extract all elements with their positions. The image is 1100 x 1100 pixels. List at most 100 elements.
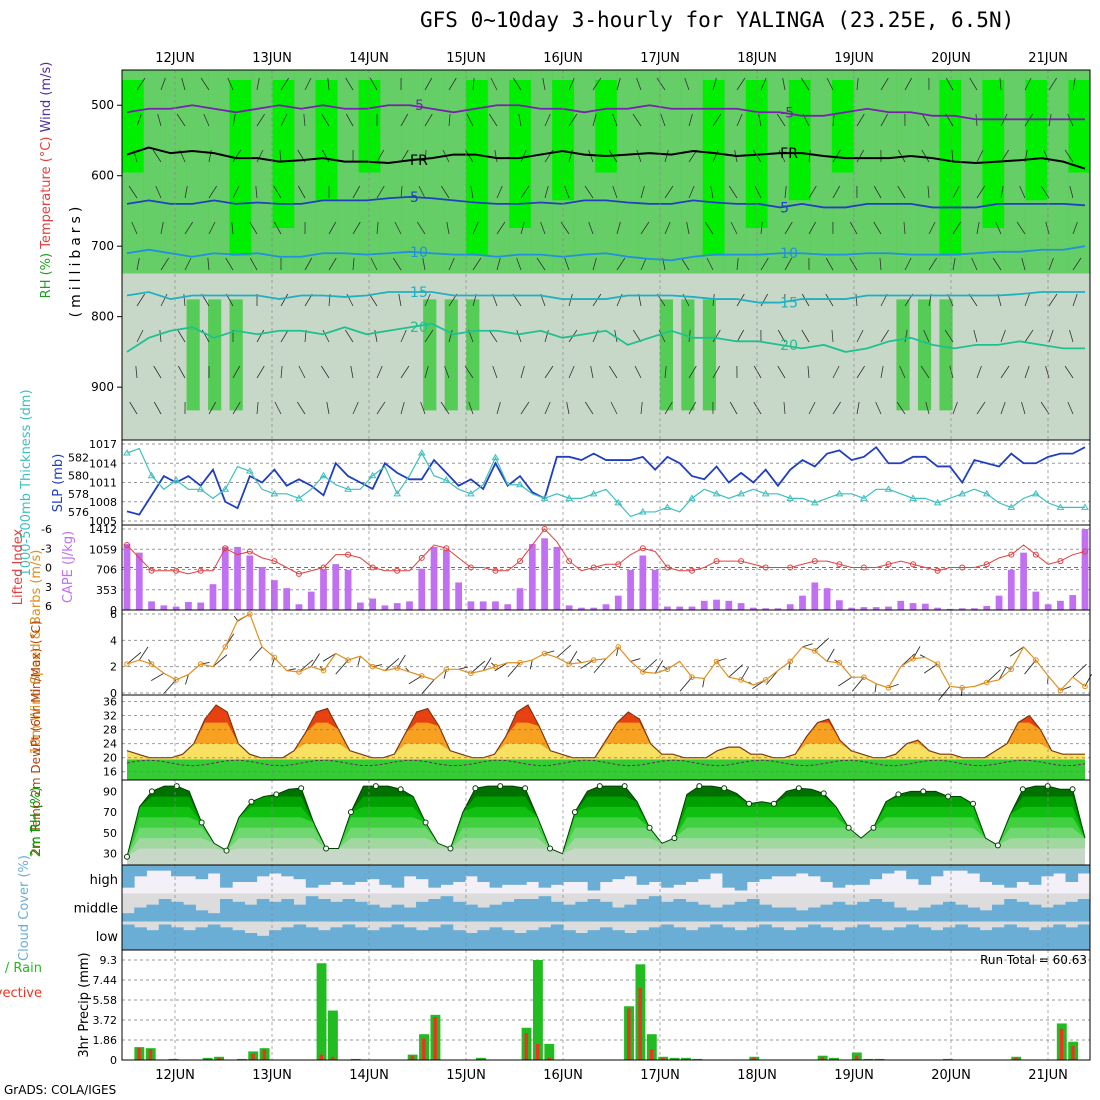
wind-barb	[945, 77, 954, 91]
cloud-bar	[416, 901, 429, 922]
wind-speed-point	[811, 648, 818, 654]
precip-convective-bar	[1014, 1057, 1018, 1060]
precip-convective-bar	[752, 1057, 756, 1060]
wind-speed-point	[664, 666, 671, 673]
cape-bar	[295, 604, 303, 610]
wind-barb	[754, 185, 762, 199]
thickness-line	[126, 447, 1085, 518]
y-tick-label: 30	[103, 848, 117, 861]
rh-band-high	[831, 80, 854, 173]
cloud-bar	[171, 927, 184, 950]
wind-barb	[923, 329, 930, 343]
wind-barb	[345, 329, 354, 343]
cloud-bar	[906, 865, 919, 880]
wind-barb	[664, 185, 674, 199]
wind-barb	[529, 659, 533, 670]
wind-barb	[321, 365, 330, 379]
wind-barb	[372, 664, 382, 668]
wind-barb	[784, 185, 787, 199]
cloud-bar	[832, 901, 846, 922]
wind-barb	[465, 149, 474, 163]
wind-barb	[279, 149, 282, 163]
cape-bar	[553, 546, 561, 610]
wind-barb	[352, 221, 361, 235]
wind-barb	[680, 257, 690, 271]
wind-barb	[971, 257, 978, 271]
wind-speed-point	[222, 644, 229, 650]
wind-barb	[616, 257, 626, 271]
wind-barb	[231, 221, 234, 235]
wind-barb	[712, 149, 719, 163]
wind-barb	[832, 365, 840, 379]
wind-barb	[297, 185, 306, 199]
x-tick-label-top: 18JUN	[737, 51, 777, 66]
cloud-bar	[918, 865, 932, 885]
wind-barb	[888, 683, 899, 689]
cape-bar	[664, 606, 671, 610]
rh-point	[1069, 786, 1076, 793]
lifted-index-point	[197, 567, 204, 574]
wind-barb	[327, 77, 330, 91]
cloud-bar	[636, 899, 650, 922]
wind-barb	[136, 293, 146, 307]
wind-barb	[376, 401, 386, 415]
cloud-bar	[1040, 865, 1054, 877]
cloud-bar	[599, 901, 613, 922]
wind-barb	[520, 365, 525, 379]
cloud-bar	[134, 927, 147, 950]
wind-barb	[184, 185, 188, 199]
cloud-bar	[1053, 924, 1066, 950]
lifted-index-point	[1032, 551, 1039, 558]
wind-barb	[592, 77, 602, 91]
precip-total-bar	[350, 1058, 361, 1060]
cape-bar	[492, 601, 499, 610]
cloud-bar	[1065, 901, 1079, 922]
cloud-bar	[207, 865, 221, 874]
wind-speed-point	[271, 654, 278, 661]
rh-point	[596, 783, 603, 790]
wind-speed-point	[738, 677, 744, 683]
cloud-bar	[195, 865, 209, 880]
wind-barb	[784, 221, 793, 235]
cloud-bar	[648, 865, 662, 882]
rh-point	[1019, 786, 1026, 793]
wind-barb	[660, 113, 666, 127]
precip-total-bar	[863, 1058, 874, 1060]
x-tick-label-top: 12JUN	[155, 51, 195, 66]
cloud-bar	[661, 901, 674, 922]
x-tick-label-bottom: 20JUN	[931, 1068, 971, 1083]
wind-barb	[280, 77, 290, 91]
wind-barb	[544, 650, 555, 654]
wind-speed-point	[689, 674, 695, 681]
cloud-bar	[207, 924, 221, 950]
profile-panel: -5 -5 FR FR 5 5 10 10 15 15 20 20 500 600 700 800 900 (mi…	[39, 62, 1091, 440]
y-tick-label: 50	[103, 827, 117, 840]
wind-barb	[825, 293, 834, 307]
thickness-point	[909, 494, 917, 501]
wind-barb	[256, 329, 265, 343]
y-tick-label: 3	[45, 581, 52, 594]
cloud-bar	[428, 865, 441, 888]
wind-barb	[897, 185, 906, 199]
wind-barb	[155, 185, 162, 199]
cloud-bar	[795, 910, 809, 922]
cloud-bar	[967, 865, 981, 874]
wind-barb	[616, 221, 621, 235]
wind-barb	[976, 221, 980, 235]
cloud-bar	[183, 930, 196, 950]
cloud-bar	[514, 899, 527, 922]
cape-bar	[737, 603, 745, 610]
cloud-bar	[305, 865, 319, 888]
wind-barb	[1024, 329, 1034, 343]
wind-barb	[1048, 257, 1054, 271]
wind-barb	[662, 665, 668, 670]
cape-bar	[995, 595, 1003, 610]
rh-band-low	[939, 299, 953, 411]
rh-point	[273, 791, 280, 798]
rh-point	[397, 786, 404, 793]
wind-barb	[584, 185, 594, 199]
wind-barb	[710, 185, 714, 199]
wind-barb	[256, 149, 264, 163]
cape-bar	[885, 606, 892, 610]
wind-barb	[1072, 663, 1087, 678]
